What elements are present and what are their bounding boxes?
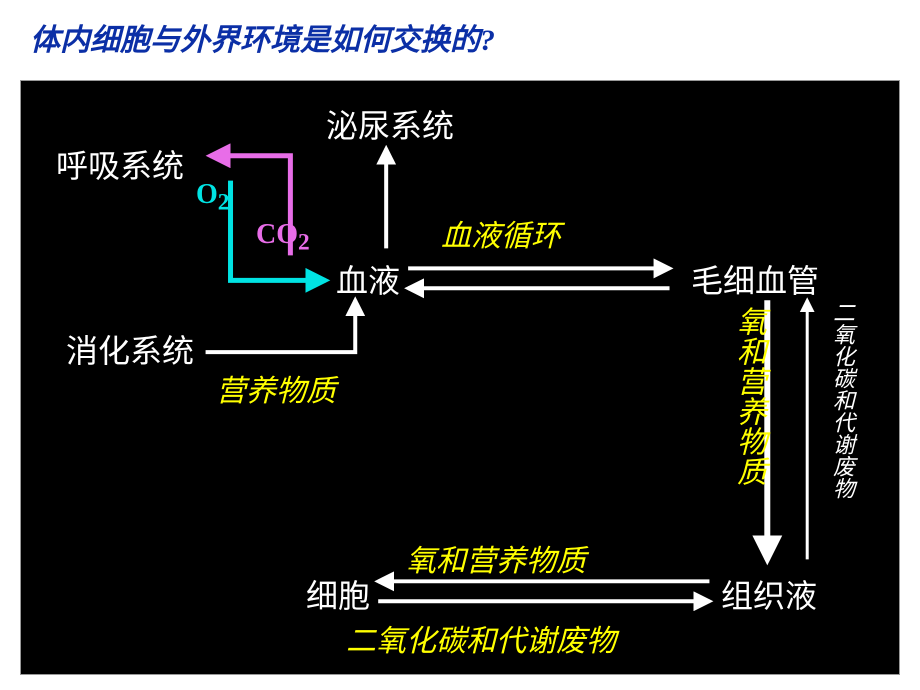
- label-circulation: 血液循环: [441, 211, 561, 255]
- label-o2nutrients-v: 氧和营养物质: [726, 306, 770, 486]
- node-blood: 血液: [336, 256, 400, 302]
- node-capillary: 毛细血管: [691, 256, 819, 302]
- diagram-container: 呼吸系统 泌尿系统 血液 毛细血管 消化系统 细胞 组织液 O2 CO2 血液循…: [20, 80, 900, 675]
- node-urinary: 泌尿系统: [326, 101, 454, 147]
- label-o2-text: O: [196, 179, 218, 210]
- label-co2-text: CO: [256, 219, 298, 250]
- label-co2-sub: 2: [298, 230, 310, 256]
- node-respiratory: 呼吸系统: [56, 141, 184, 187]
- label-o2: O2: [196, 179, 229, 217]
- label-co2waste-h: 二氧化碳和代谢废物: [346, 616, 616, 660]
- node-tissuefluid: 组织液: [721, 571, 817, 617]
- label-co2waste-v: 二氧化碳和代谢废物: [826, 301, 858, 499]
- label-nutrients: 营养物质: [216, 366, 336, 410]
- page-title: 体内细胞与外界环境是如何交换的?: [30, 15, 495, 59]
- label-o2nutrients-h: 氧和营养物质: [406, 536, 586, 580]
- page-title-text: 体内细胞与外界环境是如何交换的?: [30, 24, 495, 57]
- label-o2-sub: 2: [218, 190, 230, 216]
- node-cell: 细胞: [306, 571, 370, 617]
- label-co2: CO2: [256, 219, 310, 257]
- node-digestive: 消化系统: [66, 326, 194, 372]
